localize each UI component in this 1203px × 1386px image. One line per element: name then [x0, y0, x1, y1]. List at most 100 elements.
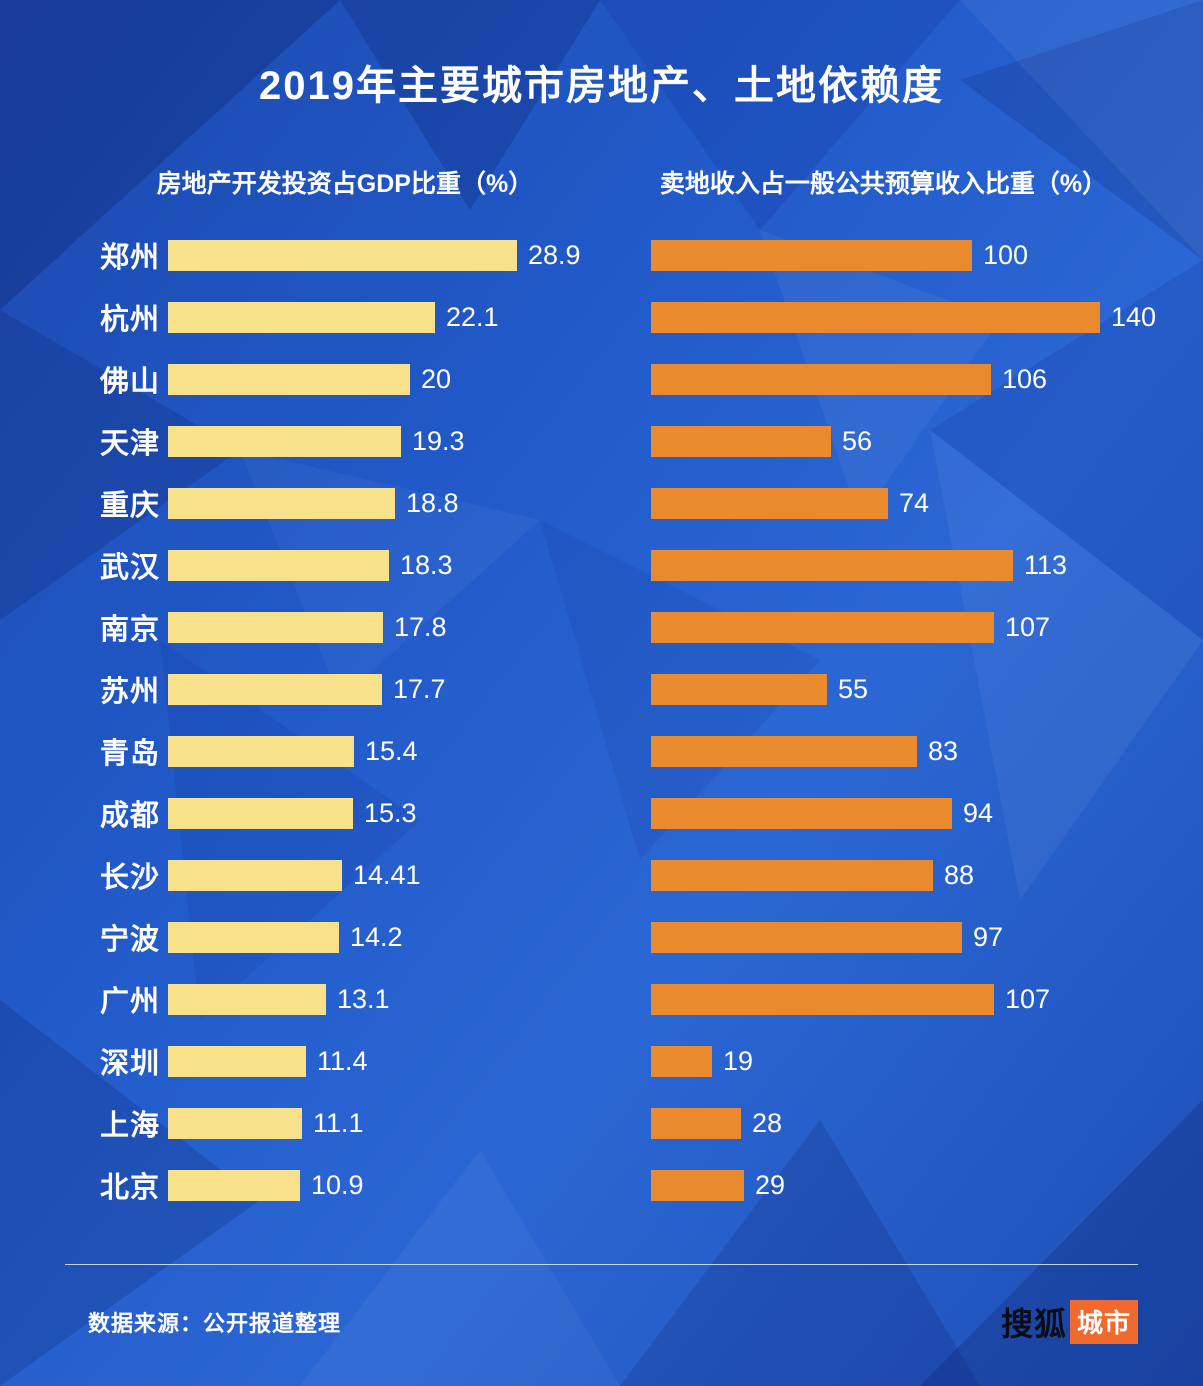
- city-label: 广州: [99, 986, 160, 1018]
- city-label: 长沙: [99, 862, 160, 894]
- land-bar: [651, 1045, 712, 1077]
- city-label: 成都: [99, 800, 160, 832]
- gdp-cell: 15.3: [168, 797, 651, 829]
- gdp-bar: [168, 611, 383, 643]
- gdp-bar: [168, 487, 395, 519]
- land-value: 107: [1005, 983, 1051, 1014]
- land-cell: 113: [651, 549, 1203, 581]
- chart-row: 广州 13.1 107: [0, 968, 1203, 1030]
- land-cell: 88: [651, 859, 1203, 891]
- gdp-cell: 10.9: [168, 1169, 651, 1201]
- land-value: 94: [963, 797, 994, 828]
- land-cell: 28: [651, 1107, 1203, 1139]
- city-label: 天津: [99, 428, 160, 460]
- land-value: 55: [838, 673, 869, 704]
- footer: 数据来源：公开报道整理 搜狐 城市: [0, 1299, 1203, 1345]
- land-bar: [651, 239, 972, 271]
- footer-divider: [65, 1264, 1138, 1265]
- city-label: 南京: [99, 614, 160, 646]
- gdp-cell: 14.2: [168, 921, 651, 953]
- land-bar: [651, 549, 1013, 581]
- gdp-cell: 20: [168, 363, 651, 395]
- chart-rows: 郑州 28.9 100 杭州 22.1 140 佛山 20 106: [0, 224, 1203, 1216]
- gdp-value: 15.4: [365, 735, 418, 766]
- gdp-cell: 18.8: [168, 487, 651, 519]
- gdp-cell: 18.3: [168, 549, 651, 581]
- land-value: 29: [755, 1169, 786, 1200]
- gdp-value: 11.4: [317, 1045, 368, 1076]
- chart-row: 成都 15.3 94: [0, 782, 1203, 844]
- gdp-value: 17.7: [393, 673, 446, 704]
- city-label: 苏州: [99, 676, 160, 708]
- gdp-bar: [168, 363, 410, 395]
- land-bar: [651, 301, 1100, 333]
- gdp-value: 18.8: [406, 487, 459, 518]
- land-bar: [651, 487, 888, 519]
- chart-row: 青岛 15.4 83: [0, 720, 1203, 782]
- land-bar: [651, 363, 991, 395]
- land-bar: [651, 1107, 741, 1139]
- land-cell: 74: [651, 487, 1203, 519]
- data-source-label: 数据来源：公开报道整理: [88, 1311, 342, 1336]
- gdp-cell: 17.8: [168, 611, 651, 643]
- land-value: 107: [1005, 611, 1051, 642]
- city-label: 青岛: [99, 738, 160, 770]
- chart-row: 北京 10.9 29: [0, 1154, 1203, 1216]
- gdp-value: 10.9: [311, 1169, 364, 1200]
- gdp-value: 28.9: [528, 239, 581, 270]
- city-label: 宁波: [99, 924, 160, 956]
- gdp-bar: [168, 239, 517, 271]
- gdp-value: 19.3: [412, 425, 465, 456]
- gdp-bar: [168, 983, 326, 1015]
- gdp-value: 15.3: [364, 797, 417, 828]
- land-bar: [651, 797, 952, 829]
- chart-row: 苏州 17.7 55: [0, 658, 1203, 720]
- gdp-bar: [168, 797, 353, 829]
- gdp-cell: 17.7: [168, 673, 651, 705]
- land-cell: 19: [651, 1045, 1203, 1077]
- land-cell: 107: [651, 983, 1203, 1015]
- chart-row: 长沙 14.41 88: [0, 844, 1203, 906]
- land-value: 140: [1111, 301, 1157, 332]
- gdp-bar: [168, 1169, 300, 1201]
- chart-row: 宁波 14.2 97: [0, 906, 1203, 968]
- land-value: 88: [944, 859, 975, 890]
- sohu-city-logo: 搜狐 城市: [1001, 1299, 1138, 1345]
- land-bar: [651, 1169, 744, 1201]
- land-value: 113: [1024, 549, 1068, 580]
- land-cell: 29: [651, 1169, 1203, 1201]
- chart-row: 上海 11.1 28: [0, 1092, 1203, 1154]
- land-cell: 100: [651, 239, 1203, 271]
- land-cell: 83: [651, 735, 1203, 767]
- city-label: 深圳: [99, 1048, 160, 1080]
- city-label: 武汉: [99, 552, 160, 584]
- gdp-bar: [168, 1107, 302, 1139]
- gdp-cell: 28.9: [168, 239, 651, 271]
- left-series-title: 房地产开发投资占GDP比重（%）: [156, 170, 534, 198]
- gdp-value: 11.1: [313, 1107, 364, 1138]
- land-cell: 56: [651, 425, 1203, 457]
- land-cell: 97: [651, 921, 1203, 953]
- gdp-cell: 11.4: [168, 1045, 651, 1077]
- gdp-bar: [168, 673, 382, 705]
- gdp-bar: [168, 859, 342, 891]
- land-cell: 107: [651, 611, 1203, 643]
- chart-row: 重庆 18.8 74: [0, 472, 1203, 534]
- gdp-value: 20: [421, 363, 452, 394]
- land-value: 28: [752, 1107, 783, 1138]
- gdp-cell: 14.41: [168, 859, 651, 891]
- land-value: 83: [928, 735, 959, 766]
- gdp-cell: 19.3: [168, 425, 651, 457]
- city-label: 佛山: [99, 366, 160, 398]
- land-cell: 106: [651, 363, 1203, 395]
- city-label: 郑州: [99, 242, 160, 274]
- land-bar: [651, 859, 933, 891]
- chart-row: 武汉 18.3 113: [0, 534, 1203, 596]
- gdp-cell: 22.1: [168, 301, 651, 333]
- gdp-bar: [168, 301, 435, 333]
- land-bar: [651, 425, 831, 457]
- land-bar: [651, 735, 917, 767]
- land-value: 100: [983, 239, 1029, 270]
- land-value: 19: [723, 1045, 754, 1076]
